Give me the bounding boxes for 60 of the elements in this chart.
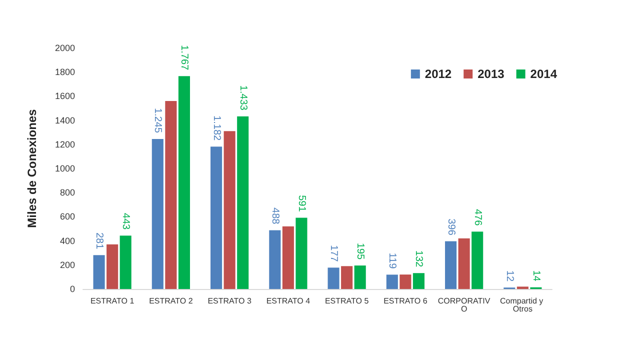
y-tick-label: 2000	[54, 43, 75, 53]
legend-label: 2012	[424, 67, 452, 81]
bar	[445, 241, 457, 289]
data-label: 119	[386, 252, 398, 270]
bar	[106, 244, 118, 289]
data-label: 396	[445, 218, 456, 236]
data-label: 443	[120, 212, 132, 230]
y-tick-label: 800	[60, 188, 75, 198]
y-tick-label: 600	[60, 212, 75, 222]
x-tick-label: ESTRATO 1	[90, 296, 135, 306]
data-label: 177	[328, 244, 340, 262]
legend-label: 2014	[530, 67, 558, 81]
x-tick-label: ESTRATO 6	[384, 296, 428, 306]
bar	[354, 266, 366, 289]
bar	[458, 238, 470, 289]
y-tick-label: 0	[70, 284, 75, 294]
bar	[210, 146, 222, 289]
data-label: 281	[94, 232, 105, 250]
y-tick-label: 200	[60, 260, 75, 270]
legend-label: 2013	[478, 67, 505, 81]
bar	[386, 274, 398, 289]
x-tick-label: ESTRATO 5	[324, 296, 370, 306]
bar	[328, 268, 340, 289]
x-tick-label: ESTRATO 3	[208, 296, 252, 306]
y-tick-label: 1800	[54, 67, 75, 78]
data-label: 476	[472, 208, 483, 226]
data-label: 132	[413, 250, 424, 268]
bar	[120, 236, 132, 289]
data-label: 12	[504, 270, 515, 282]
bar	[165, 101, 177, 289]
bar	[224, 131, 236, 289]
data-label: 1.182	[210, 116, 222, 141]
bar	[93, 255, 105, 289]
x-tick-label: ESTRATO 2	[149, 296, 194, 306]
data-label: 1.433	[237, 85, 248, 111]
data-label: 488	[269, 208, 280, 225]
bar	[269, 230, 281, 289]
x-tick-label: ESTRATO 4	[266, 296, 311, 306]
x-tick-label: Compartid y Otros	[500, 296, 546, 314]
data-label: 1.245	[152, 108, 164, 134]
bar	[152, 138, 164, 289]
y-tick-label: 1600	[54, 91, 75, 102]
data-label: 195	[354, 242, 366, 260]
bar	[341, 266, 353, 289]
data-label: 14	[530, 270, 542, 282]
bar	[400, 274, 412, 289]
data-label: 591	[296, 195, 307, 212]
bar	[296, 218, 308, 289]
data-label: 1.767	[178, 45, 190, 71]
y-tick-label: 1000	[54, 164, 75, 174]
bar	[282, 226, 294, 289]
bar	[472, 232, 484, 289]
x-tick-label: CORPORATIVO	[438, 296, 491, 314]
y-tick-label: 400	[60, 236, 75, 246]
bar	[237, 116, 249, 289]
y-axis-title: Miles de Conexiones	[25, 108, 39, 228]
y-tick-label: 1400	[54, 115, 75, 126]
bar	[412, 273, 424, 289]
bar	[178, 76, 190, 289]
y-tick-label: 1200	[54, 139, 75, 150]
